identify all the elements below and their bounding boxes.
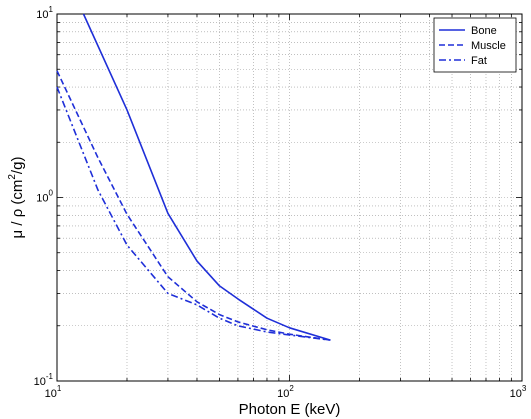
legend: Bone Muscle Fat: [433, 17, 517, 73]
legend-box: [433, 17, 517, 73]
y-tick-label: 101: [36, 5, 53, 21]
legend-label-muscle: Muscle: [471, 40, 506, 52]
x-tick-label: 103: [510, 384, 527, 400]
x-tick-label: 101: [45, 384, 62, 400]
tick-labels: 101 102 103 10-1 100 101: [34, 5, 527, 400]
series-line-fat: [56, 86, 331, 341]
legend-label-bone: Bone: [471, 25, 497, 37]
tick-marks: [56, 13, 523, 382]
series-layer: [56, 13, 331, 341]
y-tick-label: 10-1: [34, 372, 54, 388]
series-line-muscle: [56, 70, 331, 341]
series-line-bone: [82, 13, 331, 341]
x-axis-label: Photon E (keV): [239, 401, 341, 418]
y-axis-label: μ / ρ (cm2/g): [7, 157, 26, 239]
y-tick-label: 100: [36, 189, 53, 205]
x-tick-label: 102: [277, 384, 294, 400]
legend-label-fat: Fat: [471, 55, 487, 67]
